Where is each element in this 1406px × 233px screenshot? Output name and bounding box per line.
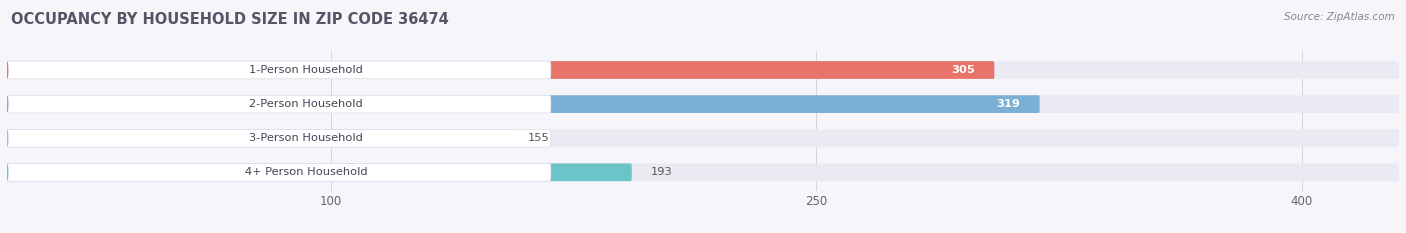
FancyBboxPatch shape <box>7 163 1399 181</box>
Text: 193: 193 <box>651 167 673 177</box>
FancyBboxPatch shape <box>7 163 551 181</box>
FancyBboxPatch shape <box>7 95 1399 113</box>
Text: 4+ Person Household: 4+ Person Household <box>245 167 367 177</box>
Text: 155: 155 <box>529 133 550 143</box>
Text: 3-Person Household: 3-Person Household <box>249 133 363 143</box>
Circle shape <box>6 165 8 180</box>
Text: 319: 319 <box>997 99 1021 109</box>
FancyBboxPatch shape <box>7 61 551 79</box>
Circle shape <box>6 97 8 112</box>
Text: 305: 305 <box>952 65 974 75</box>
FancyBboxPatch shape <box>7 61 994 79</box>
FancyBboxPatch shape <box>7 129 551 147</box>
FancyBboxPatch shape <box>7 95 551 113</box>
Text: OCCUPANCY BY HOUSEHOLD SIZE IN ZIP CODE 36474: OCCUPANCY BY HOUSEHOLD SIZE IN ZIP CODE … <box>11 12 449 27</box>
Text: Source: ZipAtlas.com: Source: ZipAtlas.com <box>1284 12 1395 22</box>
FancyBboxPatch shape <box>7 129 509 147</box>
FancyBboxPatch shape <box>7 95 1039 113</box>
Text: 2-Person Household: 2-Person Household <box>249 99 363 109</box>
Text: 1-Person Household: 1-Person Household <box>249 65 363 75</box>
FancyBboxPatch shape <box>7 61 1399 79</box>
FancyBboxPatch shape <box>7 129 1399 147</box>
Circle shape <box>6 63 8 77</box>
FancyBboxPatch shape <box>7 163 631 181</box>
Circle shape <box>6 131 8 146</box>
